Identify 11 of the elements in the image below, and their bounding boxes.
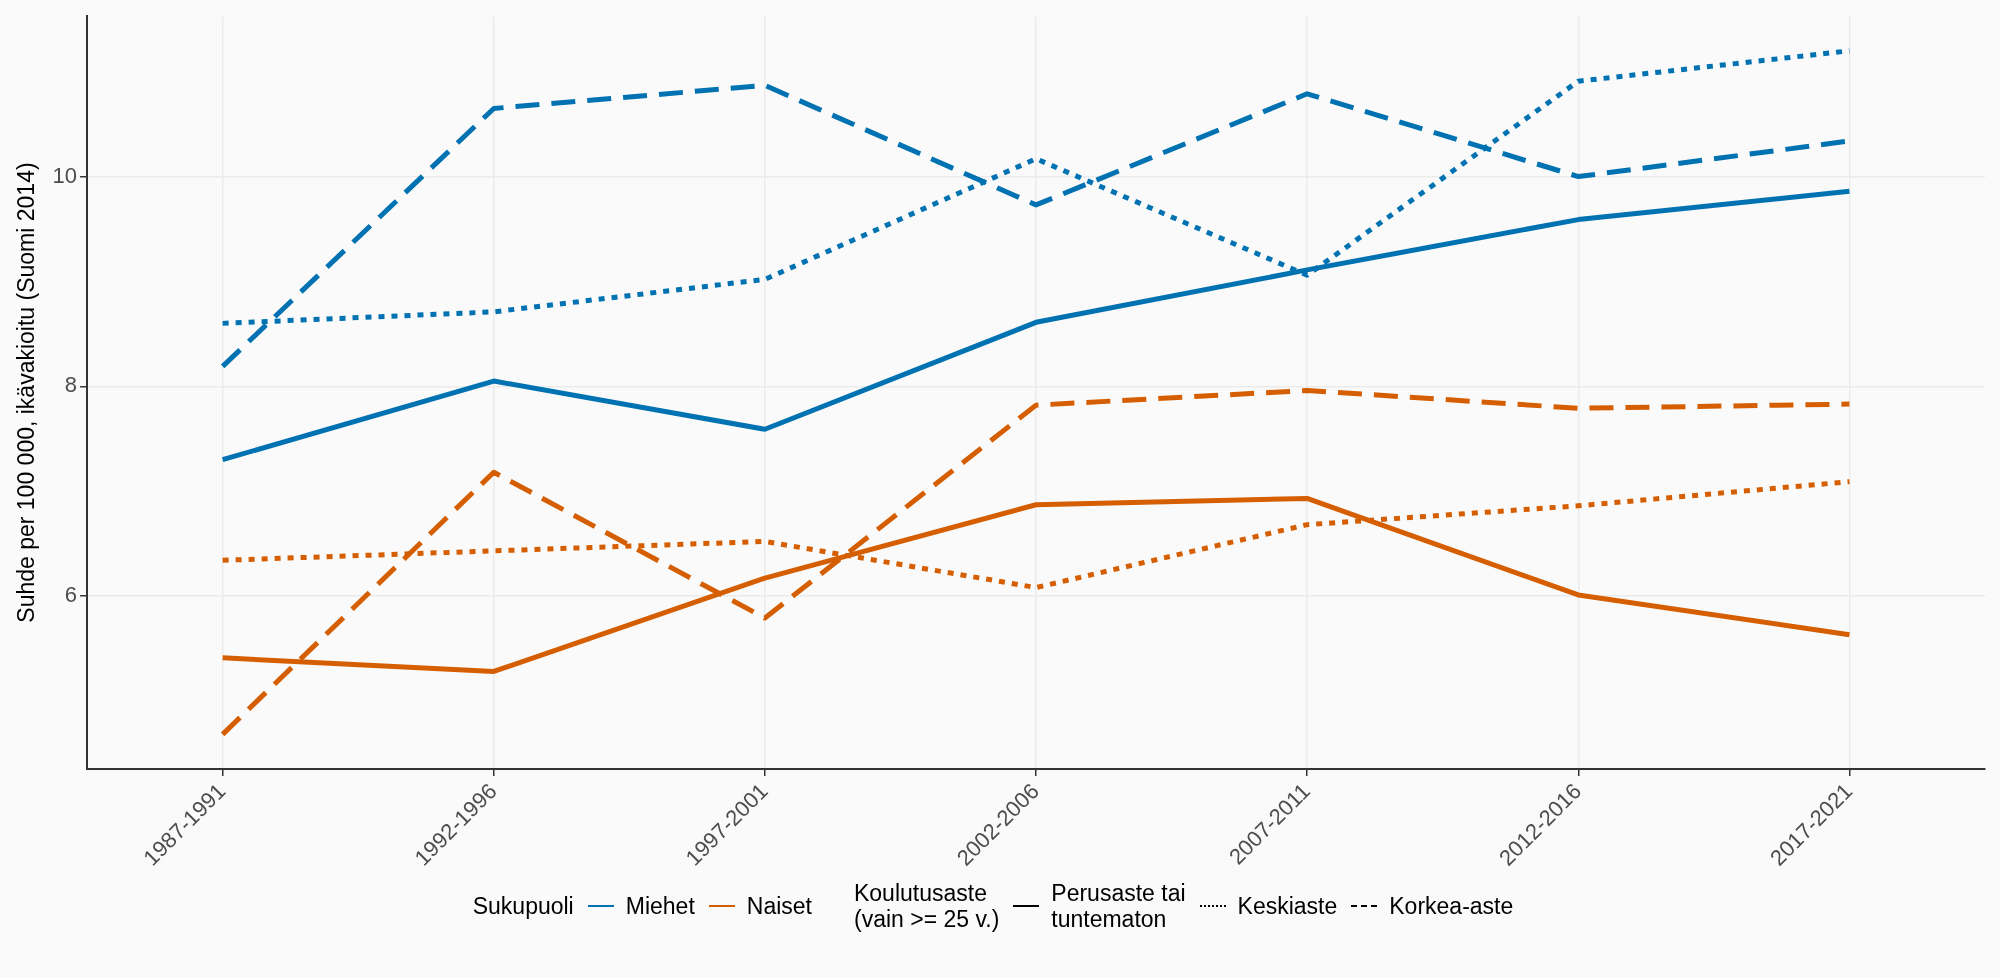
- y-tick-label: 10: [52, 162, 78, 188]
- y-tick-label: 8: [64, 372, 78, 398]
- y-tick-label: 6: [64, 582, 78, 608]
- text: Koulutusaste (vain >= 25 v.): [853, 880, 1000, 933]
- legend-label: Korkea-aste: [1389, 893, 1514, 920]
- y-axis-title: Suhde per 100 000, ikävakioitu (Suomi 2014): [13, 162, 40, 623]
- text: Sukupuoli: [472, 893, 574, 920]
- legend-label: Perusaste tai tuntematon: [1051, 880, 1186, 933]
- legend-label: Naiset: [746, 893, 812, 920]
- legend-label: Keskiaste: [1237, 893, 1338, 920]
- legend-label: Miehet: [625, 893, 695, 920]
